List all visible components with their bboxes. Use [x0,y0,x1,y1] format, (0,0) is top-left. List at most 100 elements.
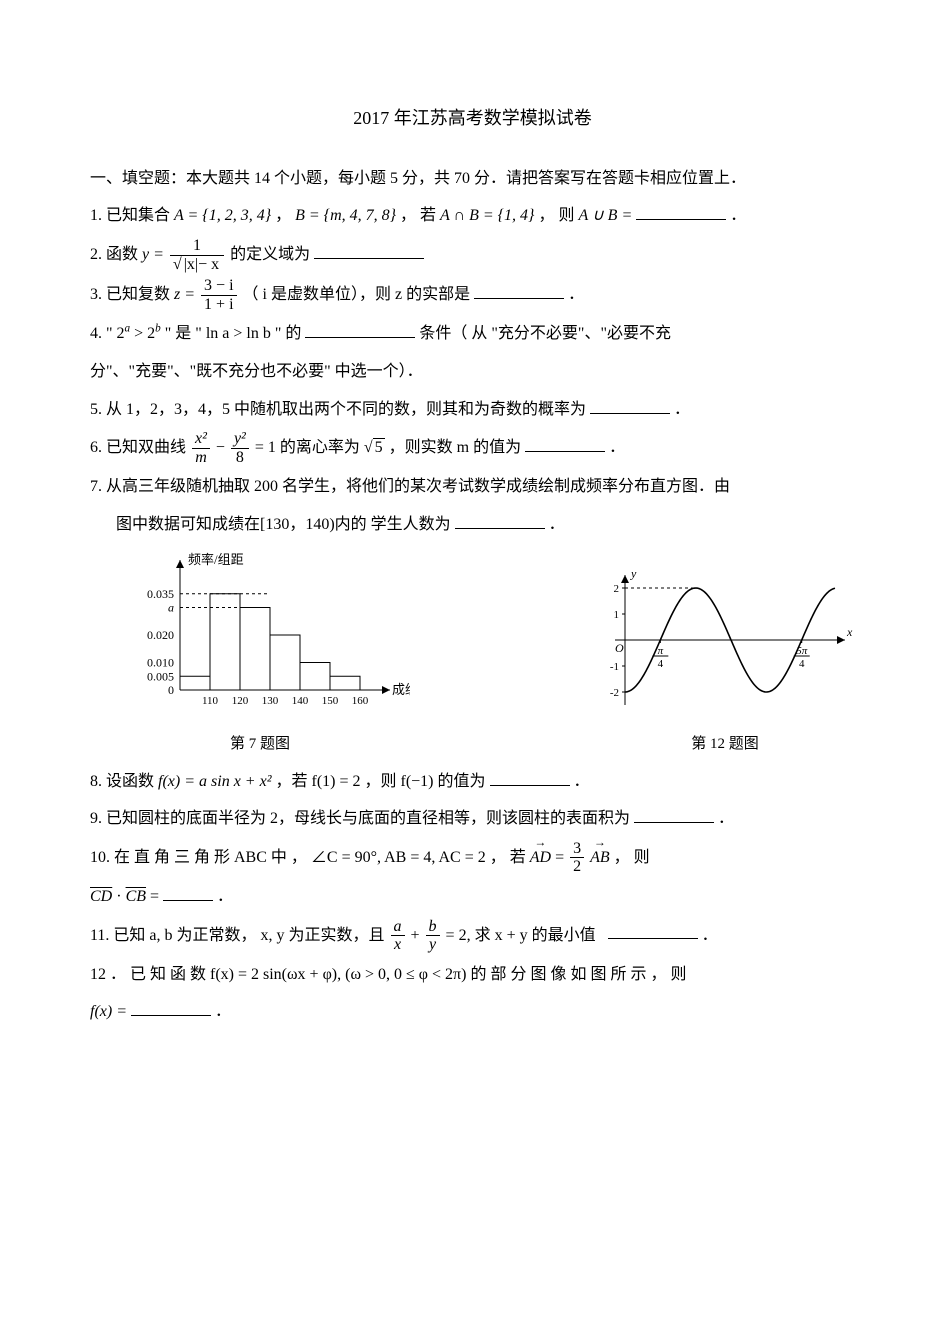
histogram-svg: 频率/组距成绩0.035a0.0200.0100.005110120130140… [110,550,410,715]
q10-a: 10. 在 直 角 三 角 形 ABC 中 ， ∠C = 90°, AB = 4… [90,849,530,866]
svg-text:-2: -2 [610,687,619,699]
svg-text:0.035: 0.035 [147,586,174,600]
question-1: 1. 已知集合 A = {1, 2, 3, 4} ， B = {m, 4, 7,… [90,199,855,233]
q8-tail: ． [574,773,590,790]
q11-plus: + [411,926,424,943]
q3-blank [474,282,564,299]
figure-7: 频率/组距成绩0.035a0.0200.0100.005110120130140… [110,550,410,761]
q4-2a: 2a > 2b [117,325,161,342]
sine-svg: yxO21-1-2π45π4 [595,565,855,715]
q10-CD: CD [90,888,112,905]
question-7-line1: 7. 从高三年级随机抽取 200 名学生，将他们的某次考试数学成绩绘制成频率分布… [90,470,855,504]
q2-b: 的定义域为 [230,246,310,263]
q12-blank [131,999,211,1016]
q6-b: ，则实数 m 的值为 [389,439,521,456]
svg-text:4: 4 [658,658,664,670]
svg-text:-1: -1 [610,661,619,673]
q1-text-d: ， 则 [538,207,578,224]
q6-frac1: x² m [190,430,212,466]
q8-fx: f(x) = a sin x + x² [158,773,271,790]
svg-text:130: 130 [262,695,279,707]
svg-text:110: 110 [202,695,219,707]
svg-text:160: 160 [352,695,369,707]
q10-vecAD: AD [530,841,551,875]
svg-text:π: π [658,645,664,657]
q10-eq: = [555,849,568,866]
q1-blank [636,203,726,220]
q11-frac2: b y [424,918,442,954]
svg-text:1: 1 [614,609,620,621]
q3-fraction: 3 − i 1 + i [199,277,238,313]
svg-text:O: O [615,641,624,655]
q7-tail: ． [549,516,565,533]
figure-12: yxO21-1-2π45π4 第 12 题图 [595,565,855,761]
svg-text:x: x [846,625,853,639]
q6-sqrt5: √5 [364,431,385,465]
q10-dot: · [116,888,125,905]
q4-b: " 是 " ln a > ln b " 的 [165,325,302,342]
q10-eq2: = [150,888,163,905]
svg-text:0.005: 0.005 [147,669,174,683]
question-10-line2: CD · CB = ． [90,880,855,914]
q8-a: 8. 设函数 [90,773,158,790]
q10-frac: 3 2 [568,840,586,876]
q11-blank [608,922,698,939]
q11-a: 11. 已知 a, b 为正常数， x, y 为正实数，且 [90,926,389,943]
figures-row: 频率/组距成绩0.035a0.0200.0100.005110120130140… [110,550,855,761]
q3-a: 3. 已知复数 [90,286,174,303]
question-9: 9. 已知圆柱的底面半径为 2，母线长与底面的直径相等，则该圆柱的表面积为 ． [90,802,855,836]
q2-denA: |x| [184,256,198,273]
q1-tail: ． [730,207,746,224]
question-11: 11. 已知 a, b 为正常数， x, y 为正实数，且 a x + b y … [90,918,855,954]
question-6: 6. 已知双曲线 x² m − y² 8 = 1 的离心率为 √5 ，则实数 m… [90,430,855,466]
q5-tail: ． [674,401,690,418]
q12-b: f(x) = [90,1003,131,1020]
question-12: 12 ． 已 知 函 数 f(x) = 2 sin(ωx + φ), (ω > … [90,958,855,992]
svg-text:120: 120 [232,695,249,707]
svg-text:2: 2 [614,583,620,595]
q6-tail: ． [609,439,625,456]
q6-minus: − [216,439,229,456]
q10-b: ， 则 [614,849,650,866]
q2-sqrt: √|x|− x [173,256,221,274]
q2-den: √|x|− x [170,256,224,274]
q7-b: 图中数据可知成绩在[130，140)内的 学生人数为 [116,516,451,533]
q10-blank [163,884,213,901]
q1-text-a: 1. 已知集合 [90,207,174,224]
q3-num: 3 − i [201,277,236,296]
q10-CB: CB [126,888,146,905]
q3-tail: ． [568,286,584,303]
question-10: 10. 在 直 角 三 角 形 ABC 中 ， ∠C = 90°, AB = 4… [90,840,855,876]
svg-text:a: a [168,600,174,614]
q11-tail: ． [702,926,718,943]
section-header: 一、填空题：本大题共 14 个小题，每小题 5 分，共 70 分．请把答案写在答… [90,162,855,196]
q2-denB: − x [198,256,219,273]
q2-fraction: 1 √|x|− x [168,237,226,273]
q1-union: A ∪ B = [578,207,636,224]
q3-den: 1 + i [201,296,236,314]
svg-text:4: 4 [799,658,805,670]
svg-text:0.010: 0.010 [147,655,174,669]
svg-text:成绩: 成绩 [392,682,410,697]
q6-blank [525,435,605,452]
q8-b: ，若 f(1) = 2 ，则 f(−1) 的值为 [275,773,485,790]
fig7-caption: 第 7 题图 [110,729,410,761]
q1-inter: A ∩ B = {1, 4} [440,207,534,224]
svg-text:频率/组距: 频率/组距 [188,552,244,567]
q9-tail: ． [718,810,734,827]
q4-a: 4. " [90,325,117,342]
q1-setA: A = {1, 2, 3, 4} [174,207,271,224]
fig12-caption: 第 12 题图 [595,729,855,761]
q10-tail: ． [217,888,233,905]
svg-text:150: 150 [322,695,339,707]
q6-frac2: y² 8 [229,430,251,466]
q1-setB: B = {m, 4, 7, 8} [295,207,396,224]
q6-eq: = 1 的离心率为 [255,439,364,456]
svg-text:140: 140 [292,695,309,707]
q4-blank [305,321,415,338]
q11-b: = 2, 求 x + y 的最小值 [446,926,596,943]
q6-a: 6. 已知双曲线 [90,439,190,456]
question-4-line2: 分"、"充要"、"既不充分也不必要" 中选一个）． [90,355,855,389]
svg-text:y: y [630,566,637,580]
svg-text:0: 0 [168,683,174,697]
